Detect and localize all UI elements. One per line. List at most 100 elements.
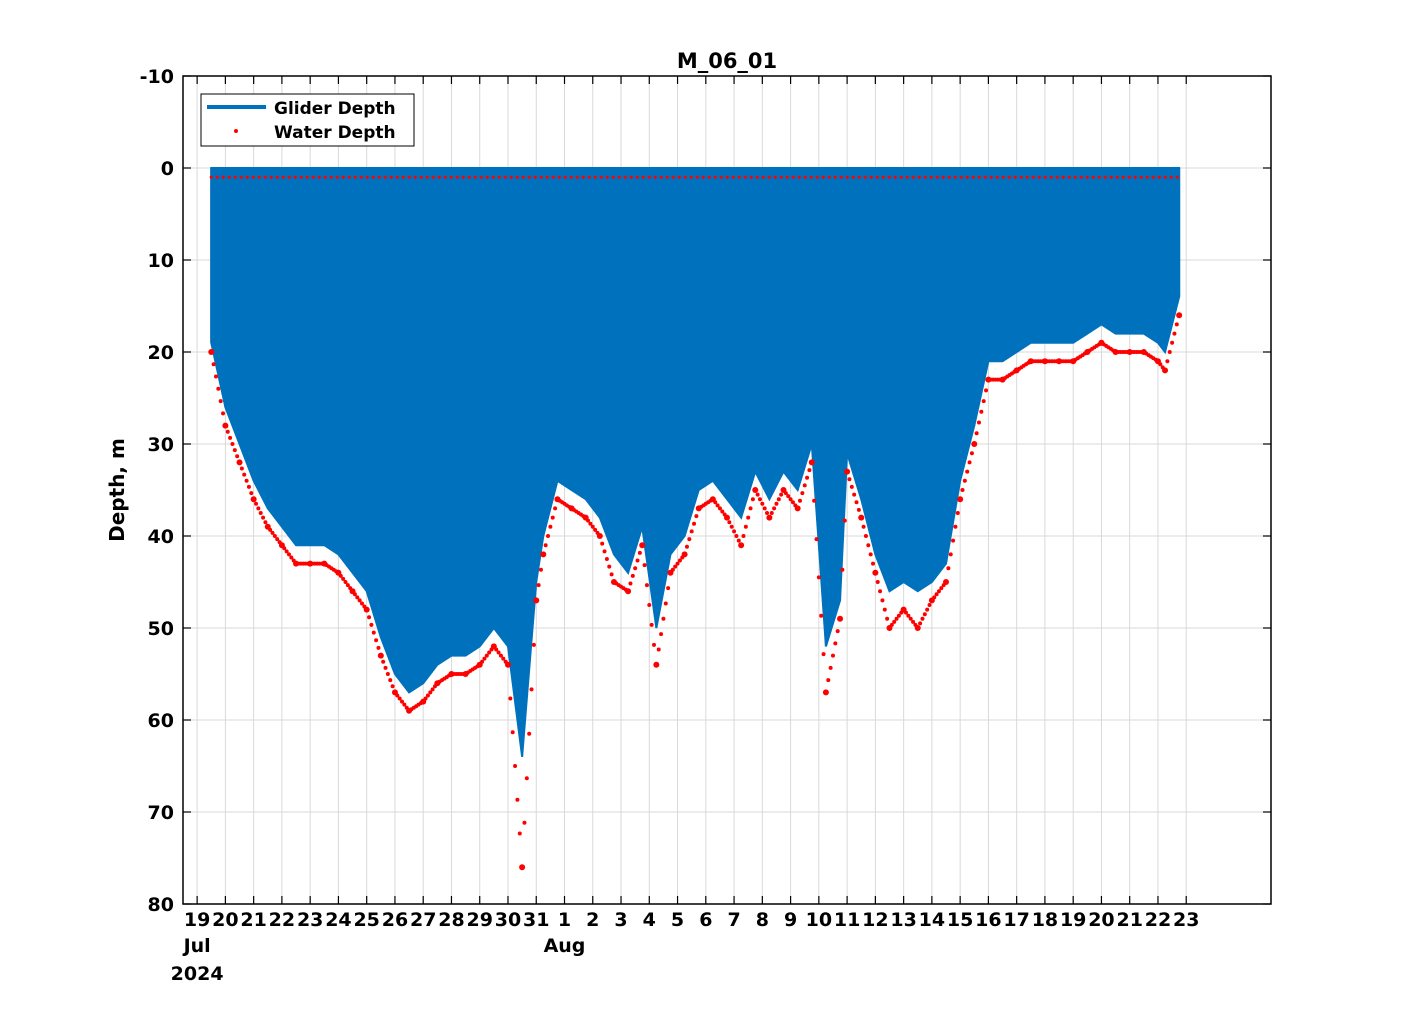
- water-depth-point: [651, 642, 656, 647]
- x-tick-label: 19: [184, 909, 210, 931]
- water-depth-surface-point: [335, 175, 339, 179]
- water-depth-surface-point: [563, 175, 567, 179]
- x-tick-label: 14: [919, 909, 945, 931]
- water-depth-surface-point: [275, 175, 279, 179]
- water-depth-point: [894, 616, 899, 621]
- axis-ticks: [183, 75, 1271, 905]
- water-depth-point: [849, 484, 854, 489]
- water-depth-point: [447, 673, 452, 678]
- water-depth-point: [939, 586, 944, 591]
- water-depth-surface-point: [929, 175, 933, 179]
- water-depth-surface-point: [1013, 175, 1017, 179]
- water-depth-point: [979, 409, 984, 414]
- water-depth-point: [1176, 312, 1183, 319]
- y-tick-label: 40: [148, 526, 174, 548]
- water-depth-surface-point: [485, 175, 489, 179]
- y-axis-label: Depth, m: [105, 438, 129, 542]
- water-depth-point: [861, 524, 866, 529]
- water-depth-point: [896, 613, 901, 618]
- water-depth-point: [628, 581, 633, 586]
- x-tick-label: 15: [947, 909, 973, 931]
- water-depth-point: [586, 518, 591, 523]
- x-tick-label: 28: [438, 909, 464, 931]
- water-depth-point: [630, 573, 635, 578]
- water-depth-point: [903, 610, 908, 615]
- water-depth-surface-point: [473, 175, 477, 179]
- water-depth-surface-point: [455, 175, 459, 179]
- water-depth-surface-point: [491, 175, 495, 179]
- water-depth-point: [567, 504, 572, 509]
- water-depth-surface-point: [707, 175, 711, 179]
- water-depth-surface-point: [1097, 175, 1101, 179]
- water-depth-surface-point: [269, 175, 273, 179]
- water-depth-surface-point: [611, 175, 615, 179]
- water-depth-point: [750, 497, 755, 502]
- water-depth-point: [369, 622, 374, 627]
- water-depth-surface-point: [629, 175, 633, 179]
- x-tick-label: 30: [495, 909, 521, 931]
- water-depth-point: [736, 538, 741, 543]
- water-depth-point: [228, 435, 233, 440]
- water-depth-point: [738, 542, 745, 549]
- water-depth-point: [833, 641, 838, 646]
- water-depth-surface-point: [431, 175, 435, 179]
- water-depth-point: [757, 497, 762, 502]
- water-depth-point: [432, 684, 437, 689]
- water-depth-point: [533, 597, 540, 604]
- water-depth-surface-point: [527, 175, 531, 179]
- water-depth-point: [519, 864, 526, 871]
- water-depth-point: [962, 478, 967, 483]
- water-depth-point: [951, 538, 956, 543]
- water-depth-point: [268, 527, 273, 532]
- water-depth-point: [889, 622, 894, 627]
- water-depth-surface-point: [365, 175, 369, 179]
- water-depth-surface-point: [725, 175, 729, 179]
- water-depth-surface-point: [791, 175, 795, 179]
- water-depth-surface-point: [605, 175, 609, 179]
- water-depth-point: [856, 507, 861, 512]
- water-depth-point: [517, 831, 522, 836]
- water-depth-surface-point: [227, 175, 231, 179]
- water-depth-point: [1174, 322, 1179, 327]
- water-depth-point: [482, 656, 487, 661]
- water-depth-point: [236, 459, 243, 466]
- water-depth-point: [484, 653, 489, 658]
- water-depth-point: [727, 520, 732, 525]
- water-depth-surface-point: [839, 175, 843, 179]
- water-depth-surface-point: [869, 175, 873, 179]
- water-depth-point: [338, 573, 343, 578]
- water-depth-point: [254, 501, 259, 506]
- x-tick-label: 22: [1145, 909, 1171, 931]
- water-depth-surface-point: [671, 175, 675, 179]
- water-depth-point: [1054, 359, 1059, 364]
- water-depth-surface-point: [515, 175, 519, 179]
- water-depth-point: [496, 650, 501, 655]
- water-depth-surface-point: [503, 175, 507, 179]
- water-depth-surface-point: [545, 175, 549, 179]
- water-depth-point: [807, 468, 812, 473]
- water-depth-point: [748, 506, 753, 511]
- water-depth-point: [246, 484, 251, 489]
- water-depth-point: [239, 466, 244, 471]
- water-depth-surface-point: [239, 175, 243, 179]
- water-depth-point: [277, 540, 282, 545]
- water-depth-point: [536, 583, 541, 588]
- water-depth-point: [604, 557, 609, 561]
- water-depth-point: [858, 514, 865, 521]
- water-depth-surface-point: [395, 175, 399, 179]
- water-depth-point: [752, 487, 759, 493]
- water-depth-point: [211, 362, 216, 367]
- water-depth-point: [256, 506, 261, 511]
- water-depth-point: [661, 616, 666, 621]
- water-depth-point: [232, 448, 237, 453]
- x-tick-label: 1: [558, 909, 571, 931]
- y-tick-label: 50: [148, 618, 174, 640]
- x-tick-label: 5: [671, 909, 684, 931]
- water-depth-point: [765, 511, 770, 515]
- water-depth-surface-point: [521, 175, 525, 179]
- water-depth-surface-point: [557, 175, 561, 179]
- water-depth-point: [798, 498, 803, 503]
- water-depth-point: [835, 629, 840, 634]
- water-depth-point: [423, 696, 428, 701]
- water-depth-surface-point: [419, 175, 423, 179]
